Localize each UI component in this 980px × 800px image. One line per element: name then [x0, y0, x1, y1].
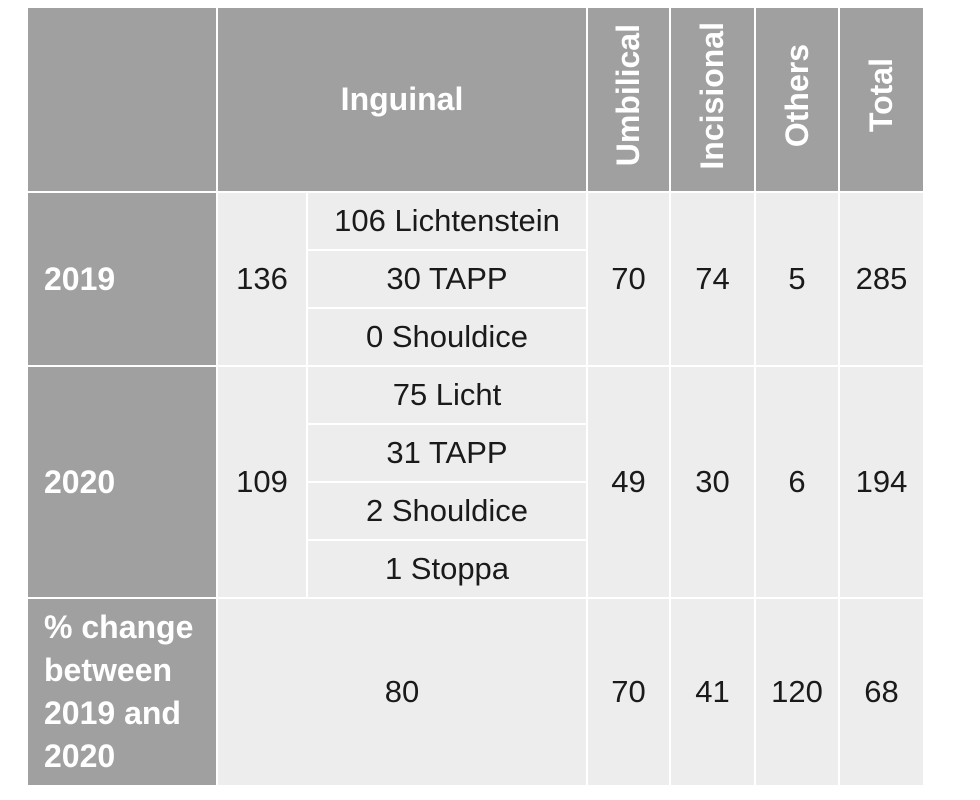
- total-change: 68: [838, 597, 925, 787]
- header-inguinal: Inguinal: [216, 6, 588, 193]
- inguinal-breakdown-2020-4: 1 Stoppa: [306, 539, 588, 599]
- umbilical-2019: 70: [586, 191, 671, 367]
- header-incisional-cell: Incisional: [669, 6, 756, 193]
- header-umbilical-cell: Umbilical: [586, 6, 671, 193]
- inguinal-total-2019: 136: [216, 191, 308, 367]
- table-subrow: 31 TAPP: [27, 423, 924, 483]
- header-corner-cell: [26, 6, 218, 193]
- table-row-change: % change between 2019 and 2020 80 70 41 …: [26, 597, 925, 787]
- inguinal-breakdown-2020-3: 2 Shouldice: [306, 481, 588, 541]
- header-others-cell: Others: [754, 6, 840, 193]
- header-incisional: Incisional: [694, 21, 730, 170]
- inguinal-breakdown-2019-1: 106 Lichtenstein: [306, 191, 588, 251]
- incisional-2020: 30: [669, 365, 756, 599]
- header-row: Inguinal Umbilical Incisional Others Tot…: [26, 6, 925, 193]
- inguinal-breakdown-2020-1: 75 Licht: [306, 365, 588, 425]
- header-total: Total: [863, 58, 899, 133]
- row-label-change: % change between 2019 and 2020: [26, 597, 218, 787]
- umbilical-2020: 49: [586, 365, 671, 599]
- others-2020: 6: [754, 365, 840, 599]
- header-umbilical: Umbilical: [610, 24, 646, 167]
- header-total-cell: Total: [838, 6, 925, 193]
- table-row-2019: 2019 136 106 Lichtenstein 70 74 5 285: [26, 191, 925, 367]
- inguinal-breakdown-2019-3: 0 Shouldice: [306, 307, 588, 367]
- table-subrow: 30 TAPP: [27, 249, 924, 309]
- inguinal-change: 80: [216, 597, 588, 787]
- table-subrow: 0 Shouldice: [27, 307, 924, 367]
- others-2019: 5: [754, 191, 840, 367]
- header-others: Others: [778, 43, 815, 148]
- inguinal-total-2020: 109: [216, 365, 308, 599]
- row-label-2019: 2019: [26, 191, 218, 367]
- row-label-2020: 2020: [26, 365, 218, 599]
- total-2020: 194: [838, 365, 925, 599]
- others-change: 120: [754, 597, 840, 787]
- hernia-surgery-table: Inguinal Umbilical Incisional Others Tot…: [26, 6, 925, 787]
- incisional-2019: 74: [669, 191, 756, 367]
- inguinal-breakdown-2019-2: 30 TAPP: [306, 249, 588, 309]
- inguinal-breakdown-2020-2: 31 TAPP: [306, 423, 588, 483]
- table-subrow: 2 Shouldice: [27, 481, 924, 541]
- table-row-2020: 2020 109 75 Licht 49 30 6 194: [26, 365, 925, 599]
- table-subrow: 1 Stoppa: [27, 539, 924, 599]
- total-2019: 285: [838, 191, 925, 367]
- incisional-change: 41: [669, 597, 756, 787]
- umbilical-change: 70: [586, 597, 671, 787]
